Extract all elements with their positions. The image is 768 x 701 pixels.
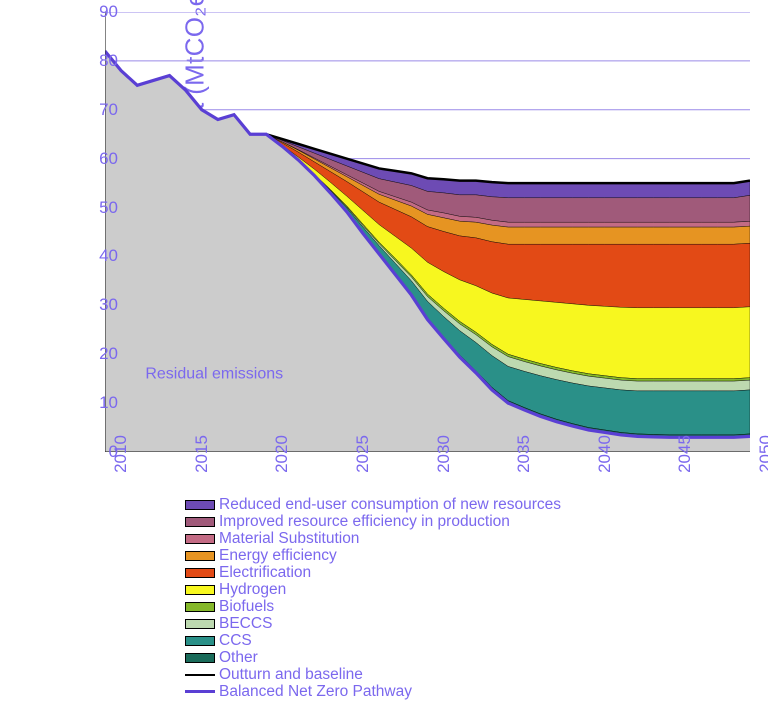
legend-swatch bbox=[185, 517, 215, 527]
legend-swatch bbox=[185, 636, 215, 646]
x-tick: 2045 bbox=[675, 435, 695, 473]
legend-label: Electrification bbox=[219, 564, 311, 581]
legend-swatch bbox=[185, 551, 215, 561]
legend-swatch bbox=[185, 674, 215, 676]
legend-label: BECCS bbox=[219, 615, 272, 632]
legend-item: CCS bbox=[185, 632, 561, 649]
legend-label: Reduced end-user consumption of new reso… bbox=[219, 496, 561, 513]
legend-item: Energy efficiency bbox=[185, 547, 561, 564]
y-tick: 70 bbox=[78, 100, 118, 120]
x-tick: 2050 bbox=[756, 435, 768, 473]
y-tick: 50 bbox=[78, 198, 118, 218]
legend-item: Outturn and baseline bbox=[185, 666, 561, 683]
legend-swatch bbox=[185, 653, 215, 663]
x-tick: 2010 bbox=[111, 435, 131, 473]
legend-item: Improved resource efficiency in producti… bbox=[185, 513, 561, 530]
x-tick: 2015 bbox=[192, 435, 212, 473]
legend-label: Biofuels bbox=[219, 598, 274, 615]
legend-label: Other bbox=[219, 649, 258, 666]
x-tick: 2040 bbox=[595, 435, 615, 473]
y-tick: 40 bbox=[78, 246, 118, 266]
legend: Reduced end-user consumption of new reso… bbox=[185, 496, 561, 700]
legend-item: Other bbox=[185, 649, 561, 666]
legend-label: Energy efficiency bbox=[219, 547, 337, 564]
legend-item: Electrification bbox=[185, 564, 561, 581]
x-tick: 2035 bbox=[514, 435, 534, 473]
legend-item: Hydrogen bbox=[185, 581, 561, 598]
legend-swatch bbox=[185, 585, 215, 595]
legend-item: Reduced end-user consumption of new reso… bbox=[185, 496, 561, 513]
plot-area: Residual emissions bbox=[105, 12, 750, 452]
legend-label: Material Substitution bbox=[219, 530, 359, 547]
y-tick: 20 bbox=[78, 344, 118, 364]
legend-label: Improved resource efficiency in producti… bbox=[219, 513, 510, 530]
legend-swatch bbox=[185, 500, 215, 510]
x-tick: 2030 bbox=[434, 435, 454, 473]
legend-item: Balanced Net Zero Pathway bbox=[185, 683, 561, 700]
legend-item: Biofuels bbox=[185, 598, 561, 615]
chart-container: Emissions and abatement (MtCO₂e) Residua… bbox=[0, 0, 768, 701]
legend-label: CCS bbox=[219, 632, 252, 649]
legend-label: Outturn and baseline bbox=[219, 666, 363, 683]
legend-swatch bbox=[185, 602, 215, 612]
x-tick: 2025 bbox=[353, 435, 373, 473]
legend-item: BECCS bbox=[185, 615, 561, 632]
y-tick: 80 bbox=[78, 51, 118, 71]
x-tick: 2020 bbox=[272, 435, 292, 473]
legend-swatch bbox=[185, 619, 215, 629]
legend-swatch bbox=[185, 534, 215, 544]
legend-label: Balanced Net Zero Pathway bbox=[219, 683, 412, 700]
y-tick: 30 bbox=[78, 295, 118, 315]
y-tick: 90 bbox=[78, 2, 118, 22]
legend-item: Material Substitution bbox=[185, 530, 561, 547]
y-tick: 10 bbox=[78, 393, 118, 413]
legend-label: Hydrogen bbox=[219, 581, 286, 598]
legend-swatch bbox=[185, 568, 215, 578]
legend-swatch bbox=[185, 690, 215, 693]
annotation-residual: Residual emissions bbox=[145, 366, 283, 383]
y-tick: 60 bbox=[78, 149, 118, 169]
